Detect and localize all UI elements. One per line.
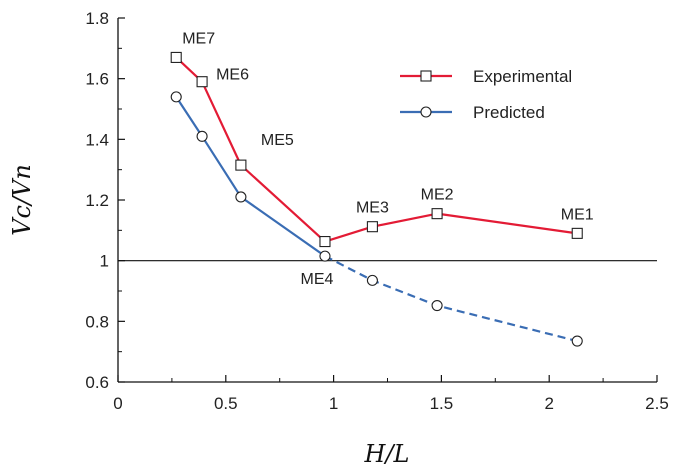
data-point-circle [571, 335, 583, 347]
series-line-dashed [324, 255, 578, 343]
legend-label: Experimental [473, 67, 572, 86]
x-tick-label: 2 [544, 394, 553, 413]
legend: Experimental Predicted [400, 67, 572, 122]
y-tick-label: 0.6 [85, 373, 109, 392]
point-label: ME1 [561, 206, 594, 223]
data-point-square [319, 236, 331, 248]
y-tick-label: 1.6 [85, 70, 109, 89]
series-line-solid [175, 96, 326, 258]
point-label: ME3 [356, 200, 389, 217]
series-layer [170, 51, 583, 347]
data-point-square [571, 227, 583, 239]
data-point-circle [319, 250, 331, 262]
y-tick-label: 1.4 [85, 130, 109, 149]
data-point-circle [170, 91, 182, 103]
y-tick-label: 1 [100, 252, 109, 271]
data-point-square [196, 76, 208, 88]
data-point-circle [235, 191, 247, 203]
point-label: ME5 [261, 132, 294, 149]
data-point-square [235, 159, 247, 171]
point-label: ME4 [301, 271, 334, 288]
point-label: ME6 [216, 67, 249, 84]
x-tick-label: 0 [113, 394, 122, 413]
legend-item: Experimental [400, 67, 572, 86]
point-labels: ME7 ME6 ME5 ME4 ME3 ME2 ME1 [182, 30, 594, 288]
data-point-circle [366, 274, 378, 286]
point-label: ME2 [421, 187, 454, 204]
x-tick-label: 1.5 [430, 394, 454, 413]
axes: 0.6 0.8 1 1.2 1.4 1.6 1.8 0 0.5 1 1.5 2 2.5 [85, 9, 668, 413]
y-axis-title: Vc/Vn [8, 164, 36, 236]
y-tick-label: 1.8 [85, 9, 109, 28]
x-tick-label: 0.5 [214, 394, 238, 413]
legend-label: Predicted [473, 103, 545, 122]
y-tick-label: 1.2 [85, 191, 109, 210]
data-point-square [170, 51, 182, 63]
data-point-circle [196, 130, 208, 142]
series-experimental [170, 51, 583, 248]
y-tick-label: 0.8 [85, 312, 109, 331]
data-point-square [431, 208, 443, 220]
data-point-circle [431, 300, 443, 312]
point-label: ME7 [182, 30, 215, 47]
x-tick-label: 2.5 [645, 394, 669, 413]
legend-marker [420, 106, 432, 118]
x-tick-label: 1 [329, 394, 338, 413]
series-predicted [170, 91, 583, 347]
x-axis-title: H/L [364, 440, 410, 468]
data-point-square [366, 221, 378, 233]
legend-marker [420, 70, 432, 82]
legend-item: Predicted [400, 103, 545, 122]
